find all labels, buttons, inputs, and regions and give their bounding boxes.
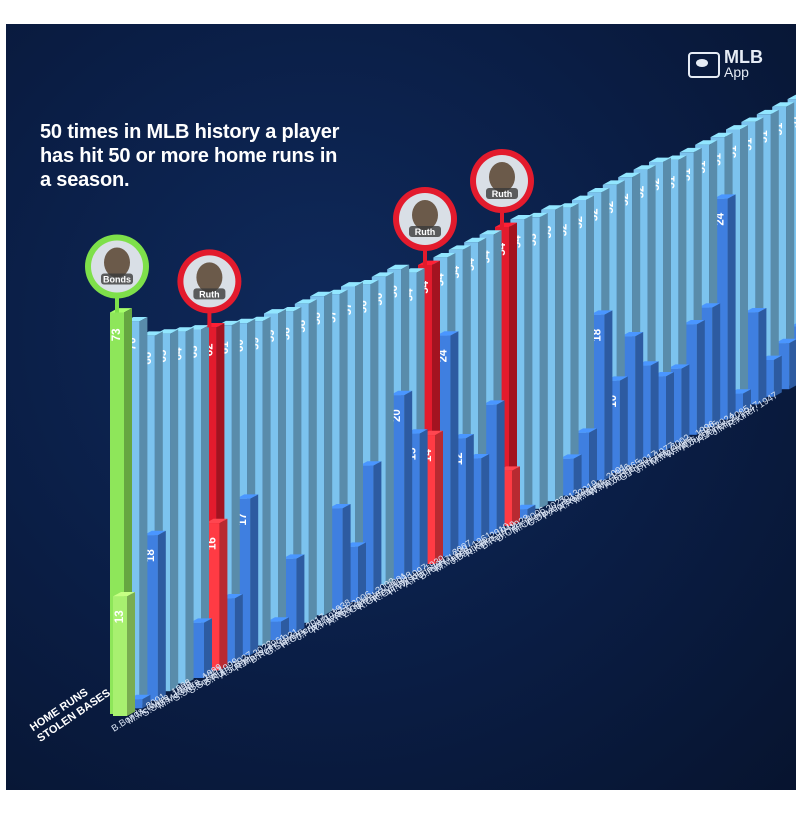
badge-label-2: Ruth	[415, 227, 436, 237]
hr-value-label-0: 73	[111, 329, 123, 342]
sb-value-label-2: 18	[145, 549, 157, 562]
player-photo-icon	[412, 200, 438, 230]
badge-label-3: Ruth	[492, 189, 513, 199]
player-photo-icon	[196, 262, 223, 293]
player-photo-icon	[489, 162, 515, 192]
sb-value-label-39: 24	[715, 212, 727, 225]
sb-value-label-0: 13	[114, 610, 126, 623]
player-badge-3: Ruth	[470, 149, 534, 227]
sb-value-label-6: 16	[206, 537, 218, 550]
mlb-logo-icon	[688, 52, 720, 78]
badge-label-1: Ruth	[199, 289, 220, 299]
player-photo-icon	[104, 247, 130, 278]
player-badge-2: Ruth	[393, 187, 457, 265]
chart-title: 50 times in MLB history a player has hit…	[40, 121, 340, 191]
player-badge-1: Ruth	[177, 249, 242, 328]
chart-stage: 5151515151515151515151245151515252525210…	[6, 24, 796, 790]
player-badge-0: Bonds	[85, 234, 149, 313]
sb-bar-0	[113, 592, 135, 716]
chart-canvas: 5151515151515151515151245151515252525210…	[85, 94, 796, 735]
sb-value-label-18: 20	[391, 409, 403, 422]
logo-brand: MLB	[724, 47, 763, 67]
sb-value-label-21: 24	[437, 349, 449, 362]
logo-sub: App	[724, 64, 749, 80]
bars-group: 5151515151515151515151245151515252525210…	[110, 94, 796, 716]
sb-value-label-8: 17	[237, 513, 249, 526]
mlb-app-logo: MLB App	[688, 47, 763, 80]
badge-label-0: Bonds	[103, 275, 131, 285]
player-badges-group: BondsRuthRuthRuthOhtani	[85, 149, 534, 328]
sb-value-label-31: 18	[591, 328, 603, 341]
